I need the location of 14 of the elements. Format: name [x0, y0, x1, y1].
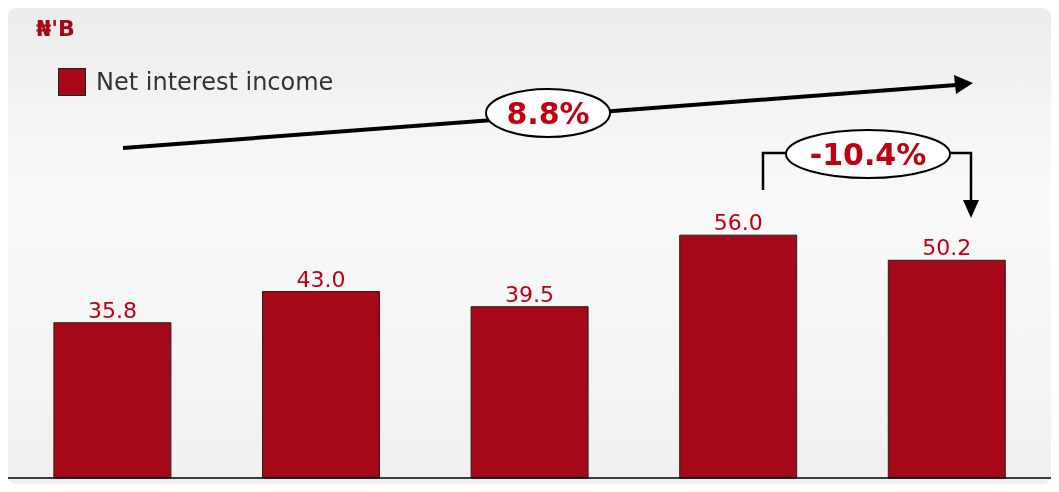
bar	[53, 322, 172, 479]
legend-label: Net interest income	[96, 68, 334, 96]
data-label: 50.2	[922, 235, 972, 261]
data-label: 35.8	[87, 297, 137, 323]
bar	[470, 306, 589, 479]
bar	[261, 291, 380, 479]
data-label: 56.0	[713, 210, 763, 236]
data-label: 39.5	[505, 281, 555, 307]
text: ₦'B	[36, 16, 75, 41]
text: 8.8%	[506, 96, 590, 131]
bar	[679, 234, 798, 479]
text: -10.4%	[809, 137, 927, 172]
bar	[887, 259, 1006, 479]
data-label: 43.0	[296, 266, 346, 292]
